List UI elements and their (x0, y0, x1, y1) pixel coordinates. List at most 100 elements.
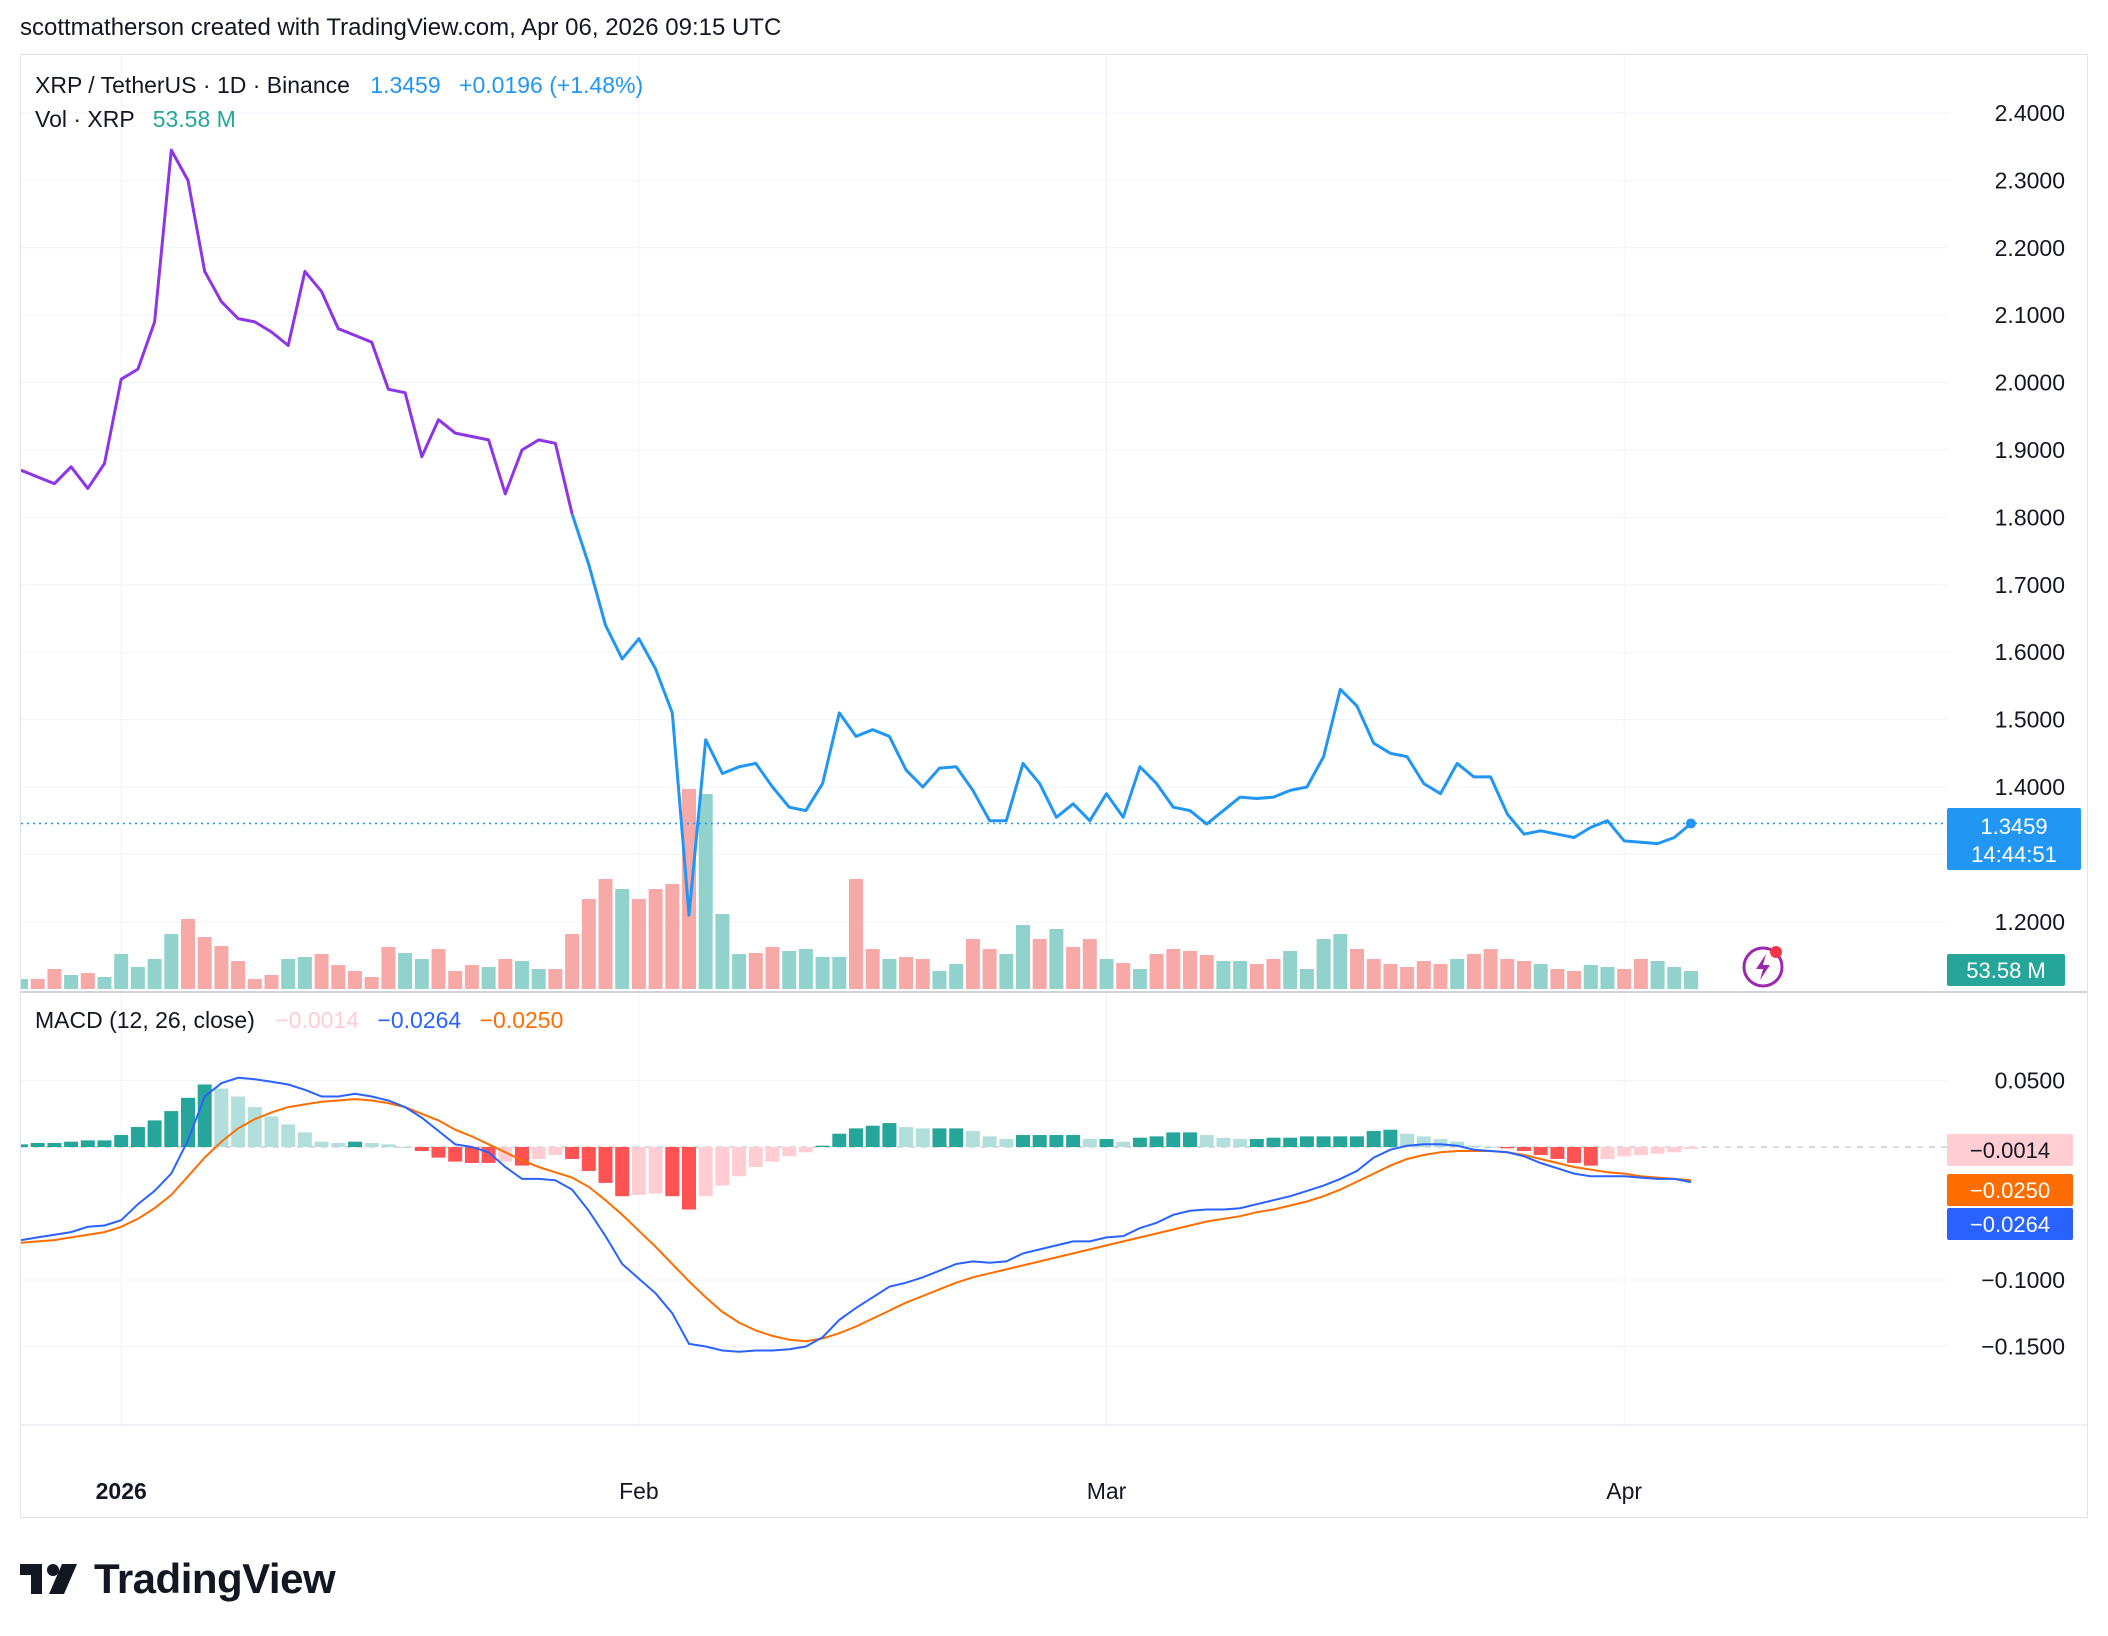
volume-bar (431, 949, 446, 989)
volume-bar (1483, 949, 1498, 989)
macd-histogram-bar (64, 1141, 79, 1147)
macd-histogram-bar (1350, 1136, 1364, 1147)
volume-bar (181, 919, 195, 989)
macd-histogram-bar (1049, 1135, 1064, 1147)
volume-bar (1383, 964, 1398, 989)
volume-bar (164, 934, 179, 989)
volume-bar (1533, 964, 1548, 989)
macd-histogram-bar (715, 1147, 730, 1186)
macd-histogram-bar (832, 1133, 847, 1147)
volume-bar (1216, 961, 1231, 989)
signal-badge: −0.0250 (1947, 1174, 2073, 1206)
price-badge: 1.3459 14:44:51 (1947, 808, 2081, 870)
macd-histogram-bar (1283, 1137, 1298, 1147)
price-tick-label: 2.2000 (1995, 235, 2065, 261)
price-tick-label: 2.4000 (1995, 100, 2065, 126)
volume-bar (1633, 959, 1648, 989)
volume-bar (1400, 967, 1415, 989)
macd-histogram-bar (1032, 1135, 1047, 1147)
time-tick-label: 2026 (96, 1478, 147, 1504)
price-tick-label: 2.0000 (1995, 370, 2065, 396)
time-tick-label: Apr (1606, 1478, 1642, 1504)
volume-bar (398, 953, 413, 989)
countdown-value: 14:44:51 (1971, 842, 2057, 867)
macd-histogram-bar (865, 1125, 880, 1147)
macd-histogram-bar (598, 1147, 613, 1183)
volume-bar (899, 957, 914, 989)
volume-badge-value: 53.58 M (1966, 958, 2046, 983)
price-series (20, 148, 1947, 917)
macd-histogram-bar (1149, 1136, 1164, 1147)
macd-histogram-bar (798, 1147, 813, 1153)
volume-bar (565, 934, 580, 989)
macd-histogram-bar (1550, 1147, 1565, 1159)
macd-histogram-bar (1450, 1141, 1465, 1147)
macd-histogram-bar (1500, 1147, 1515, 1149)
macd-histogram-bar (47, 1143, 62, 1147)
volume-bar (1266, 959, 1281, 989)
macd-histogram-bar (364, 1143, 379, 1147)
macd-histogram-bar (531, 1147, 546, 1159)
volume-bar (297, 957, 312, 989)
volume-bar (1567, 971, 1582, 989)
volume-bar (1199, 955, 1214, 989)
volume-bar (1517, 961, 1531, 989)
svg-text:Vol · XRP 53.58 M: Vol · XRP 53.58 M (35, 106, 236, 132)
macd-histogram-bar (1266, 1137, 1281, 1147)
volume-bars (14, 789, 1698, 989)
volume-bar (197, 937, 212, 989)
macd-histogram-bar (932, 1128, 947, 1147)
volume-bar (1684, 971, 1698, 989)
macd-histogram-bar (1333, 1136, 1348, 1147)
volume-bar (1316, 939, 1331, 989)
macd-histogram-bar (1099, 1139, 1114, 1147)
macd-histogram-bar (748, 1147, 763, 1167)
macd-histogram-bar (982, 1136, 997, 1147)
symbol-label: XRP / TetherUS · 1D · Binance (35, 72, 350, 98)
volume-bar (1183, 951, 1197, 989)
chart-svg[interactable]: 2.4000 2.3000 2.2000 2.1000 2.0000 1.9000 1.80… (14, 55, 2087, 1517)
volume-bar (782, 951, 797, 989)
price-line-blue (570, 513, 1692, 917)
macd-histogram-bar (899, 1127, 914, 1147)
macd-histogram-bar (548, 1147, 563, 1155)
tradingview-logo-icon (20, 1564, 77, 1594)
volume-bar (932, 971, 947, 989)
macd-histogram-bar (782, 1147, 797, 1157)
last-price-label: 1.3459 (370, 72, 440, 98)
price-tick-label: 2.3000 (1995, 167, 2065, 193)
macd-pane (14, 1076, 1947, 1353)
macd-histogram-bar (682, 1147, 696, 1210)
macd-histogram-bar (631, 1147, 646, 1195)
volume-bar (114, 954, 129, 989)
volume-label: Vol · XRP (35, 106, 134, 132)
price-line-purple (20, 148, 574, 515)
macd-histogram-bar (765, 1147, 780, 1162)
macd-histogram-bar (1233, 1139, 1248, 1147)
tradingview-logo[interactable]: TradingView (20, 1555, 336, 1603)
volume-bar (1116, 963, 1131, 989)
macd-histogram-bar (698, 1147, 713, 1197)
macd-histogram-bar (1533, 1147, 1548, 1155)
axis-labels: 2.4000 2.3000 2.2000 2.1000 2.0000 1.9000 1.80… (96, 100, 2065, 1504)
macd-histogram-bar (949, 1128, 964, 1147)
macd-histogram-bar (247, 1107, 262, 1147)
volume-bar (1099, 959, 1114, 989)
volume-bar (665, 884, 680, 989)
volume-bar (348, 971, 362, 989)
macd-histogram-bar (14, 1144, 28, 1147)
grid-lines (21, 55, 1947, 1425)
macd-histogram-bar (581, 1147, 596, 1171)
macd-histogram-bar (314, 1141, 329, 1147)
volume-bar (882, 959, 897, 989)
lightning-icon[interactable] (1742, 946, 1784, 988)
volume-bar (1233, 961, 1248, 989)
volume-bar (448, 971, 463, 989)
time-tick-label: Mar (1087, 1478, 1127, 1504)
hist-badge: −0.0014 (1947, 1134, 2073, 1166)
volume-bar (130, 967, 145, 989)
volume-bar (1132, 969, 1147, 989)
volume-bar (1550, 969, 1565, 989)
volume-bar (631, 899, 646, 989)
volume-bar (264, 975, 279, 989)
